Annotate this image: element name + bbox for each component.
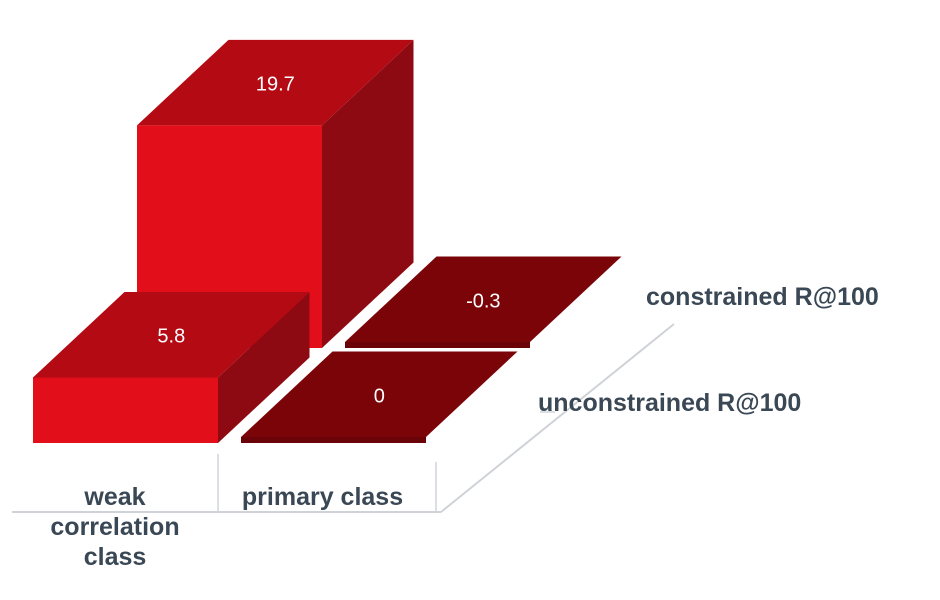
bar-top-face [345,256,622,342]
category-label-weak-correlation-class: weak correlation class [20,482,210,572]
bar-top-face [33,292,310,378]
bar-front-face [345,342,530,348]
series-label-constrained: constrained R@100 [646,283,879,311]
bar-front-face [33,377,218,443]
bar-front-face [241,437,426,443]
bar-unconstrained-r-100-0 [33,292,310,443]
value-label: -0.3 [466,290,500,312]
category-label-primary-class: primary class [215,482,430,512]
value-label: 19.7 [256,74,295,96]
value-label: 0 [374,385,385,407]
category-label-line: primary class [241,483,404,511]
category-label-line: weak [84,483,146,511]
category-label-line: correlation [50,513,180,541]
bar-top-face [241,351,518,437]
chart-floor [12,323,675,513]
bar-constrained-r-100-1 [345,256,622,348]
category-label-line: class [83,543,147,571]
bar-top-face [137,39,414,126]
bar-side-face [322,39,414,349]
value-label: 5.8 [157,326,185,348]
bar-unconstrained-r-100-1 [241,351,518,443]
bar-side-face [218,292,310,443]
series-label-unconstrained: unconstrained R@100 [538,389,802,417]
floor-edge-right [440,323,675,513]
chart-bars [33,39,622,443]
value-labels: -0.3 19.7 0 5.8 [157,74,500,408]
